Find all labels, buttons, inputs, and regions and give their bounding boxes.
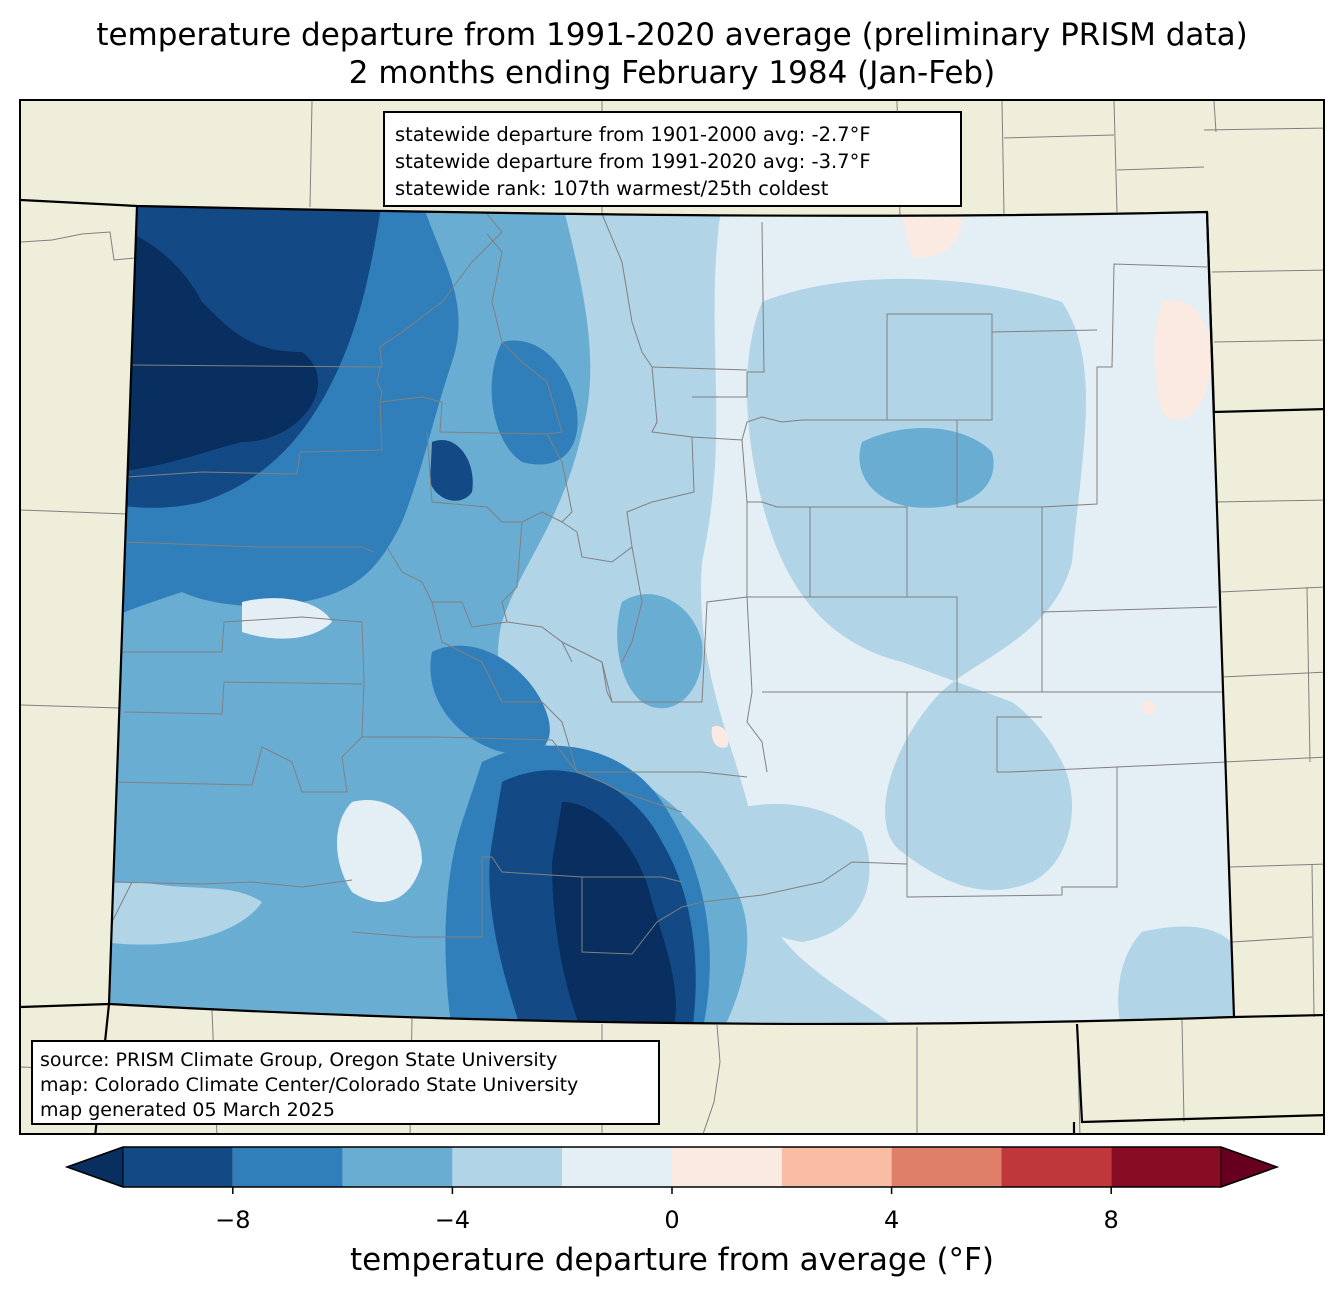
colorbar-tick-label: −4 — [434, 1206, 471, 1234]
stats-rank: statewide rank: 107th warmest/25th colde… — [395, 177, 829, 200]
colorbar-tick-label: −8 — [215, 1206, 251, 1234]
source-box: source: PRISM Climate Group, Oregon Stat… — [31, 1040, 660, 1125]
colorbar-bin — [1001, 1147, 1112, 1187]
colorbar — [64, 1146, 1280, 1194]
colorbar-bin — [232, 1147, 343, 1187]
colorbar-bin — [672, 1147, 782, 1187]
colorbar-bin — [342, 1147, 453, 1187]
source-credit: source: PRISM Climate Group, Oregon Stat… — [40, 1049, 558, 1071]
stats-departure-1991-2020: statewide departure from 1991-2020 avg: … — [395, 150, 871, 173]
colorbar-over-triangle — [1220, 1146, 1279, 1188]
generated-date: map generated 05 March 2025 — [40, 1099, 335, 1121]
map-credit: map: Colorado Climate Center/Colorado St… — [40, 1074, 579, 1096]
map-subtitle: 2 months ending February 1984 (Jan-Feb) — [348, 55, 996, 91]
county-lines — [111, 207, 1228, 955]
colorbar-under-triangle — [65, 1146, 124, 1188]
colorbar-label: temperature departure from average (°F) — [350, 1242, 994, 1278]
colorado-temperature-map — [21, 101, 1323, 1133]
colorbar-bin — [123, 1147, 233, 1187]
stats-departure-1901-2000: statewide departure from 1901-2000 avg: … — [395, 123, 871, 146]
colorbar-bin — [781, 1147, 892, 1187]
map-frame — [19, 99, 1325, 1135]
colorbar-bin — [452, 1147, 563, 1187]
colorbar-tick-label: 8 — [1103, 1206, 1119, 1234]
temperature-departure-field — [109, 206, 1234, 1024]
map-title: temperature departure from 1991-2020 ave… — [96, 17, 1248, 53]
statewide-stats-box: statewide departure from 1901-2000 avg: … — [383, 111, 962, 207]
colorbar-tick-label: 4 — [883, 1206, 900, 1234]
colorbar-bin — [891, 1147, 1002, 1187]
colorbar-bin — [562, 1147, 672, 1187]
colorbar-tick-label: 0 — [664, 1206, 680, 1234]
colorbar-bin — [1111, 1147, 1221, 1187]
colorbar-outline — [64, 1146, 1280, 1188]
